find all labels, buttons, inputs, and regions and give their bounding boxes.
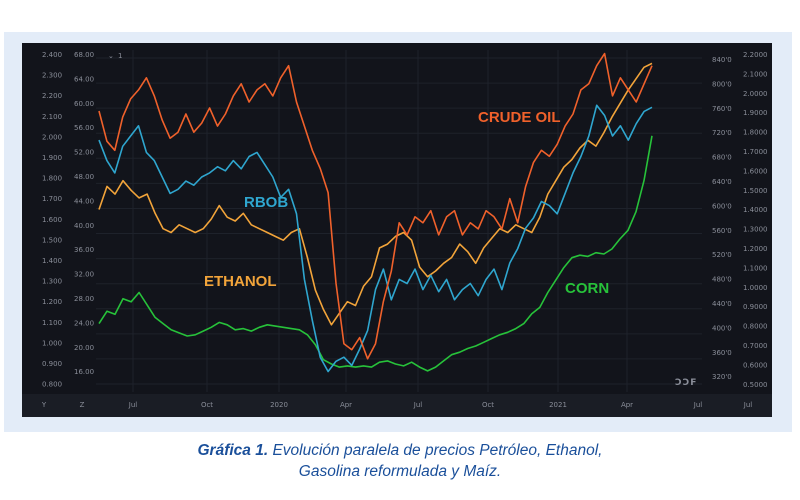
x-tick-label: 2020	[270, 401, 288, 409]
right-axis-2-tick: 1.8000	[743, 129, 768, 137]
right-axis-2-tick: 0.7000	[743, 342, 768, 350]
left-axis-2-tick: 24.00	[74, 319, 94, 327]
left-axis-1-tick: 2.100	[42, 113, 62, 121]
series-label-rbob: RBOB	[244, 194, 288, 211]
right-axis-1-tick: 840'0	[712, 56, 732, 64]
left-axis-2-tick: 68.00	[74, 51, 94, 59]
x-tick-label: Apr	[340, 401, 352, 409]
series-label-ethanol: ETHANOL	[204, 273, 277, 290]
series-line-rbob	[98, 104, 653, 373]
right-axis-1-tick: 440'0	[712, 300, 732, 308]
left-axis-1-tick: 1.900	[42, 154, 62, 162]
x-tick-label: Z	[80, 401, 85, 409]
left-axis-1-tick: 2.000	[42, 133, 62, 141]
x-axis-band	[22, 394, 772, 417]
right-axis-2-tick: 2.2000	[743, 51, 768, 59]
x-tick-label: Oct	[201, 401, 213, 409]
left-axis-2-tick: 44.00	[74, 197, 94, 205]
right-axis-1-tick: 680'0	[712, 154, 732, 162]
caption-line-1: Evolución paralela de precios Petróleo, …	[268, 442, 603, 459]
x-tick-label: Jul	[743, 401, 753, 409]
series-label-corn: CORN	[565, 280, 609, 297]
right-axis-1-tick: 520'0	[712, 251, 732, 259]
right-axis-1-tick: 640'0	[712, 178, 732, 186]
left-axis-1-tick: 1.600	[42, 216, 62, 224]
right-axis-1-tick: 720'0	[712, 129, 732, 137]
left-axis-2-tick: 16.00	[74, 368, 94, 376]
caption-line-2: Gasolina reformulada y Maíz.	[298, 463, 502, 480]
left-axis-1-tick: 1.000	[42, 339, 62, 347]
right-axis-2-tick: 1.9000	[743, 109, 768, 117]
right-axis-1-tick: 800'0	[712, 80, 732, 88]
left-axis-1-tick: 2.400	[42, 51, 62, 59]
right-axis-2-tick: 1.3000	[743, 226, 768, 234]
right-axis-2-tick: 0.9000	[743, 303, 768, 311]
left-axis-2-tick: 20.00	[74, 344, 94, 352]
series-line-corn	[98, 135, 653, 372]
right-axis-2-tick: 0.5000	[743, 381, 768, 389]
chart-panel	[22, 43, 772, 417]
right-axis-1-tick: 560'0	[712, 227, 732, 235]
right-axis-2-tick: 1.2000	[743, 245, 768, 253]
right-axis-1-tick: 480'0	[712, 276, 732, 284]
x-tick-label: Y	[41, 401, 47, 409]
left-axis-1-tick: 0.800	[42, 381, 62, 389]
x-tick-label: Oct	[482, 401, 494, 409]
left-axis-1-tick: 1.400	[42, 257, 62, 265]
x-tick-label: Apr	[621, 401, 633, 409]
right-axis-2-tick: 1.6000	[743, 167, 768, 175]
left-axis-1-tick: 2.200	[42, 92, 62, 100]
chart: Y Z Jul Oct 2020 Apr Jul Oct 2021 Apr Jul Jul 2.400 2…	[22, 43, 772, 417]
right-axis-2-tick: 1.4000	[743, 206, 768, 214]
left-axis-1-tick: 1.200	[42, 298, 62, 306]
left-axis-1-tick: 1.100	[42, 319, 62, 327]
left-axis-2-tick: 28.00	[74, 295, 94, 303]
left-axis-1-tick: 0.900	[42, 360, 62, 368]
x-tick-label: Jul	[413, 401, 423, 409]
left-axis-1-tick: 2.300	[42, 72, 62, 80]
left-axis-1-tick: 1.500	[42, 236, 62, 244]
left-axis-2-tick: 52.00	[74, 149, 94, 157]
right-axis-1-tick: 760'0	[712, 105, 732, 113]
watermark-logo: ƆƆF	[675, 378, 697, 388]
series-line-ethanol	[98, 62, 653, 326]
left-axis-2-tick: 48.00	[74, 173, 94, 181]
right-axis-1-tick: 320'0	[712, 373, 732, 381]
right-axis-1-tick: 400'0	[712, 324, 732, 332]
left-axis-1-tick: 1.800	[42, 175, 62, 183]
left-axis-1-tick: 1.700	[42, 195, 62, 203]
right-axis-1-tick: 600'0	[712, 202, 732, 210]
right-axis-2-tick: 0.6000	[743, 361, 768, 369]
right-axis-2-tick: 1.1000	[743, 264, 768, 272]
x-tick-label: 2021	[549, 401, 567, 409]
figure-caption: Gráfica 1. Evolución paralela de precios…	[0, 440, 800, 482]
toolbar-text[interactable]: 1	[118, 52, 122, 60]
collapse-chevron-icon[interactable]: ⌄	[108, 52, 114, 60]
left-axis-1-tick: 1.300	[42, 278, 62, 286]
right-axis-2-tick: 2.0000	[743, 90, 768, 98]
x-tick-label: Jul	[128, 401, 138, 409]
right-axis-2-tick: 0.8000	[743, 323, 768, 331]
right-axis-2-tick: 1.0000	[743, 284, 768, 292]
series-line-crude-oil	[98, 52, 653, 360]
caption-label: Gráfica 1.	[197, 442, 269, 459]
left-axis-2-tick: 56.00	[74, 124, 94, 132]
right-axis-2-tick: 1.7000	[743, 148, 768, 156]
left-axis-2-tick: 40.00	[74, 222, 94, 230]
right-axis-2-tick: 2.1000	[743, 70, 768, 78]
right-axis-2-tick: 1.5000	[743, 187, 768, 195]
left-axis-2-tick: 60.00	[74, 100, 94, 108]
left-axis-2-tick: 64.00	[74, 75, 94, 83]
left-axis-2-tick: 32.00	[74, 271, 94, 279]
series-label-crude-oil: CRUDE OIL	[478, 109, 561, 126]
right-axis-1-tick: 360'0	[712, 349, 732, 357]
x-tick-label: Jul	[693, 401, 703, 409]
left-axis-2-tick: 36.00	[74, 246, 94, 254]
